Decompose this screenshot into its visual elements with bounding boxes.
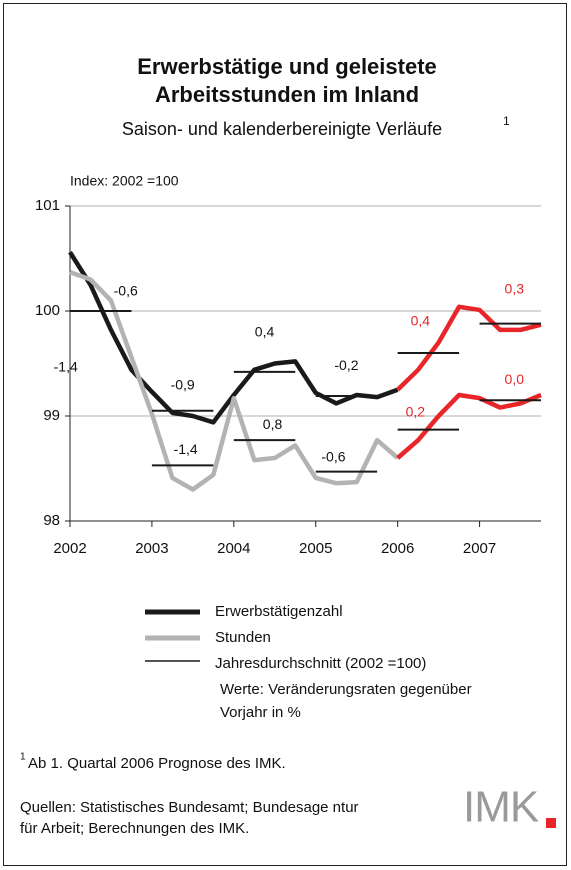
- legend-note: Werte: Veränderungsraten gegenüber: [220, 681, 472, 698]
- footnote-marker: 1: [503, 114, 510, 128]
- footnote: Ab 1. Quartal 2006 Prognose des IMK.: [28, 755, 286, 772]
- chart-subtitle: Saison- und kalenderbereinigte Verläufe: [122, 119, 442, 139]
- logo: IMK: [463, 783, 539, 832]
- footnote-marker: 1: [20, 752, 26, 763]
- x-tick-label: 2004: [217, 540, 250, 557]
- change-label: 0,0: [505, 371, 525, 387]
- legend-label: Stunden: [215, 629, 271, 646]
- change-label: 0,2: [406, 403, 426, 419]
- change-label: -0,6: [114, 283, 138, 299]
- change-label: -0,6: [321, 448, 345, 464]
- x-tick-label: 2007: [463, 540, 496, 557]
- x-tick-label: 2006: [381, 540, 414, 557]
- change-label: 0,8: [263, 416, 283, 432]
- y-tick-label: 101: [35, 197, 60, 214]
- y-tick-label: 98: [43, 512, 60, 529]
- x-tick-label: 2003: [135, 540, 168, 557]
- legend-label: Erwerbstätigenzahl: [215, 603, 343, 620]
- change-label: 0,3: [505, 280, 525, 296]
- series-line: [69, 270, 400, 492]
- y-tick-label: 99: [43, 407, 60, 424]
- change-label: -1,4: [54, 359, 78, 375]
- legend-note: Vorjahr in %: [220, 704, 301, 721]
- change-label: 0,4: [411, 313, 431, 329]
- x-tick-label: 2002: [53, 540, 86, 557]
- series-line: [396, 392, 542, 460]
- source: Quellen: Statistisches Bundesamt; Bundes…: [20, 799, 359, 816]
- legend-label: Jahresdurchschnitt (2002 =100): [215, 655, 426, 672]
- chart-title: Arbeitsstunden im Inland: [155, 82, 419, 107]
- change-label: -0,9: [171, 376, 195, 392]
- frame: [3, 3, 567, 866]
- change-label: 0,4: [255, 324, 275, 340]
- chart-title: Erwerbstätige und geleistete: [137, 54, 437, 79]
- change-label: -0,2: [334, 357, 358, 373]
- series-line: [396, 304, 542, 392]
- y-tick-label: 100: [35, 302, 60, 319]
- series-line: [68, 251, 399, 425]
- source: für Arbeit; Berechnungen des IMK.: [20, 820, 249, 837]
- x-tick-label: 2005: [299, 540, 332, 557]
- change-label: -1,4: [174, 441, 198, 457]
- logo-mark: [546, 818, 556, 828]
- y-axis-label: Index: 2002 =100: [70, 173, 179, 189]
